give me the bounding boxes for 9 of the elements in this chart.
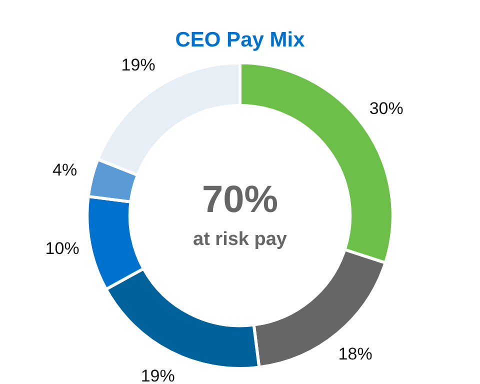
chart-title: CEO Pay Mix [175, 28, 306, 52]
data-label: 30% [369, 98, 404, 118]
data-label: 19% [140, 366, 175, 384]
data-label: 4% [52, 160, 78, 180]
text: at risk pay [193, 228, 288, 250]
data-label: 18% [338, 344, 372, 364]
data-label: 19% [121, 56, 156, 75]
data-label: 10% [45, 239, 80, 258]
text: 70% [202, 179, 278, 222]
